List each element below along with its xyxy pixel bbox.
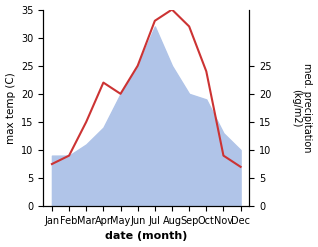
Y-axis label: med. precipitation
(kg/m2): med. precipitation (kg/m2) — [291, 63, 313, 153]
X-axis label: date (month): date (month) — [105, 231, 187, 242]
Y-axis label: max temp (C): max temp (C) — [5, 72, 16, 144]
